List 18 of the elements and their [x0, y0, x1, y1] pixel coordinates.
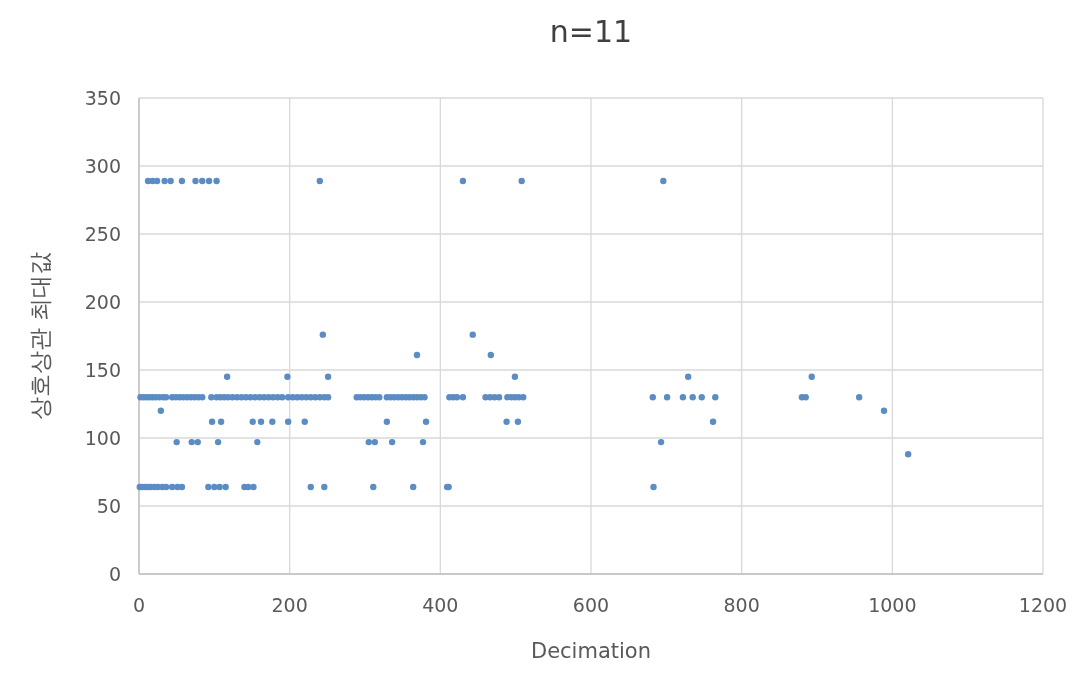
y-tick-label: 100 — [84, 426, 121, 449]
y-tick-label: 200 — [84, 290, 121, 313]
x-axis-title: Decimation — [530, 639, 652, 663]
x-tick-label: 200 — [271, 594, 308, 616]
x-tick-label: 0 — [132, 594, 146, 616]
y-tick-label: 250 — [84, 222, 121, 245]
x-tick-label: 1000 — [868, 594, 917, 616]
chart-title: n=11 — [549, 14, 633, 49]
y-tick-label: 150 — [84, 358, 121, 381]
x-tick-label: 800 — [723, 594, 760, 616]
y-tick-label: 50 — [96, 494, 121, 517]
y-tick-label: 350 — [84, 86, 121, 109]
y-tick-label: 0 — [108, 562, 121, 585]
x-tick-label: 1200 — [1018, 594, 1068, 616]
y-tick-label: 300 — [84, 154, 121, 177]
y-axis-title: 상호상관 최대값 — [27, 251, 53, 421]
x-tick-label: 600 — [572, 594, 610, 616]
x-tick-label: 400 — [422, 594, 459, 616]
